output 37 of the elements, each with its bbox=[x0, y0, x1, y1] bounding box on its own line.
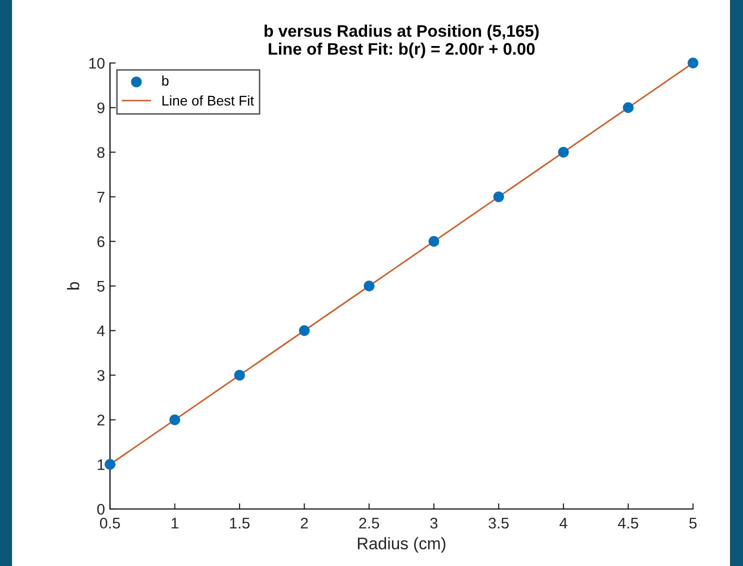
x-tick-label: 4.5 bbox=[618, 518, 638, 529]
chart-subtitle: Line of Best Fit: b(r) = 2.00r + 0.00 bbox=[268, 42, 535, 58]
legend-label: b bbox=[162, 76, 169, 86]
point bbox=[169, 414, 180, 426]
y-tick-label: 1 bbox=[98, 459, 104, 470]
legend-label: Line of Best Fit bbox=[162, 95, 254, 106]
chart-title: b versus Radius at Position (5,165) bbox=[264, 24, 539, 40]
point bbox=[234, 370, 245, 381]
point bbox=[104, 459, 116, 470]
y-tick-label: 2 bbox=[97, 414, 104, 426]
y-tick-label: 0 bbox=[97, 504, 105, 515]
y-tick-label: 9 bbox=[97, 102, 104, 114]
y-axis-title: b bbox=[67, 282, 80, 290]
y-tick-label: 6 bbox=[97, 236, 104, 248]
x-tick-label: 3 bbox=[430, 518, 438, 529]
y-tick-label: 5 bbox=[97, 281, 104, 292]
y-tick-label: 7 bbox=[97, 192, 104, 202]
x-tick-label: 1.5 bbox=[230, 518, 250, 529]
y-tick-label: 8 bbox=[97, 147, 104, 158]
point bbox=[298, 325, 310, 336]
y-tick-label: 10 bbox=[89, 58, 105, 69]
point bbox=[622, 102, 634, 113]
point bbox=[688, 58, 698, 68]
x-tick-label: 4 bbox=[560, 518, 568, 528]
point bbox=[428, 236, 440, 247]
point bbox=[558, 146, 569, 158]
y-tick-label: 3 bbox=[97, 370, 104, 381]
y-tick-label: 4 bbox=[96, 326, 105, 336]
x-tick-label: 3.5 bbox=[488, 518, 509, 529]
point bbox=[493, 191, 504, 202]
x-axis-title: Radius (cm) bbox=[358, 537, 446, 553]
x-tick-label: 5 bbox=[689, 518, 697, 529]
x-tick-label: 0.5 bbox=[100, 518, 120, 529]
x-tick-label: 1 bbox=[172, 518, 178, 528]
point bbox=[364, 280, 374, 292]
x-tick-label: 2 bbox=[300, 518, 308, 528]
x-tick-label: 2.5 bbox=[359, 518, 380, 529]
